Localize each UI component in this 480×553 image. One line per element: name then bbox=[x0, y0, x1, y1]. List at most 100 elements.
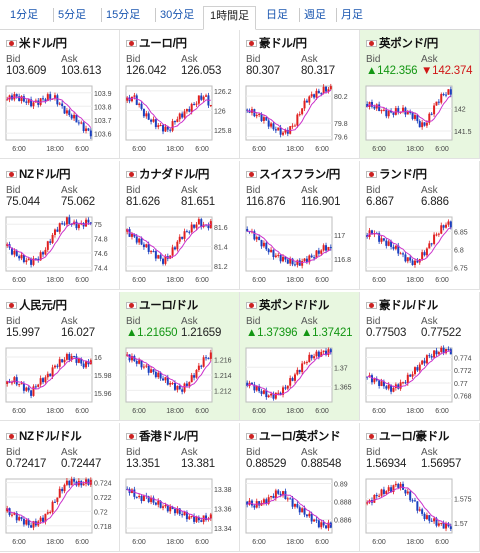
mini-chart[interactable]: 0.724 0.722 0.72 0.718 6:00 18:00 6:00 bbox=[0, 473, 120, 548]
tab-monthly[interactable]: 月足 bbox=[341, 9, 363, 21]
mini-chart[interactable]: 1.37 1.365 6:00 18:00 6:00 bbox=[240, 342, 360, 417]
mini-chart[interactable]: 80.2 79.8 79.6 6:00 18:00 6:00 bbox=[240, 80, 360, 155]
rate-cell[interactable]: 人民元/円 Bid Ask 15.997 16.027 16 15.98 15.96 6:00 1… bbox=[0, 292, 120, 421]
candle-body bbox=[89, 130, 92, 137]
ask-label: Ask bbox=[301, 316, 318, 327]
pair-name[interactable]: スイスフラン/円 bbox=[259, 169, 340, 181]
candle-body bbox=[77, 122, 80, 124]
pair-name[interactable]: ランド/円 bbox=[379, 169, 427, 181]
candle-body bbox=[425, 355, 428, 364]
pair-header: 香港ドル/円 bbox=[126, 429, 198, 443]
rate-cell[interactable]: NZドル/ドル Bid Ask 0.72417 0.72447 0.724 0.722 0.7… bbox=[0, 423, 120, 552]
tab-daily[interactable]: 日足 bbox=[266, 9, 288, 21]
x-tick-label: 18:00 bbox=[46, 539, 64, 546]
candle-body bbox=[310, 255, 313, 258]
candle-body bbox=[430, 520, 433, 522]
pair-name[interactable]: 米ドル/円 bbox=[19, 38, 67, 50]
tab-30min[interactable]: 30分足 bbox=[160, 9, 195, 21]
pair-name[interactable]: ユーロ/ドル bbox=[139, 300, 198, 312]
mini-chart[interactable]: 142 141.5 6:00 18:00 6:00 bbox=[360, 80, 480, 155]
pair-name[interactable]: 人民元/円 bbox=[19, 300, 67, 312]
tab-15min[interactable]: 15分足 bbox=[106, 9, 141, 21]
pair-name[interactable]: 香港ドル/円 bbox=[139, 431, 198, 443]
mini-chart[interactable]: 0.774 0.772 0.77 0.768 6:00 18:00 6:00 bbox=[360, 342, 480, 417]
candle-body bbox=[265, 117, 268, 121]
plot-area bbox=[365, 347, 453, 403]
candle-body bbox=[77, 224, 80, 229]
moving-average-line bbox=[126, 488, 212, 520]
candle-body bbox=[190, 375, 193, 383]
pair-name[interactable]: 英ポンド/ドル bbox=[259, 300, 330, 312]
mini-chart[interactable]: 75 74.8 74.6 74.4 6:00 18:00 6:00 bbox=[0, 211, 120, 286]
rate-cell[interactable]: 香港ドル/円 Bid Ask 13.351 13.381 13.38 13.36 13.34 6… bbox=[120, 423, 240, 552]
rate-cell[interactable]: 豪ドル/円 Bid Ask 80.307 80.317 80.2 79.8 79.6 6:00 1… bbox=[240, 30, 360, 159]
tab-5min[interactable]: 5分足 bbox=[58, 9, 87, 21]
y-tick-label: 81.4 bbox=[214, 244, 228, 251]
tab-weekly[interactable]: 週足 bbox=[304, 9, 326, 21]
candle-body bbox=[18, 384, 21, 386]
mini-chart[interactable]: 13.38 13.36 13.34 6:00 18:00 6:00 bbox=[120, 473, 240, 548]
rate-cell[interactable]: スイスフラン/円 Bid Ask 116.876 116.901 117 116.8 6:00… bbox=[240, 161, 360, 290]
candle-body bbox=[15, 94, 18, 97]
x-tick-label: 6:00 bbox=[315, 539, 329, 546]
mini-chart[interactable]: 16 15.98 15.96 6:00 18:00 6:00 bbox=[0, 342, 120, 417]
candle-body bbox=[440, 225, 443, 234]
candle-body bbox=[18, 256, 21, 259]
candle-body bbox=[46, 512, 49, 514]
candle-body bbox=[289, 498, 292, 500]
pair-name[interactable]: ユーロ/円 bbox=[139, 38, 187, 50]
candle-body bbox=[171, 247, 174, 256]
rate-cell[interactable]: 米ドル/円 Bid Ask 103.609 103.613 103.9 103.8 103.7… bbox=[0, 30, 120, 159]
rate-cell[interactable]: NZドル/円 Bid Ask 75.044 75.062 75 74.8 74.6 74.4 6:… bbox=[0, 161, 120, 290]
candle-body bbox=[185, 383, 188, 386]
mini-chart[interactable]: 1.575 1.57 6:00 18:00 6:00 bbox=[360, 473, 480, 548]
pair-name[interactable]: 英ポンド/円 bbox=[379, 38, 438, 50]
candle-body bbox=[315, 519, 318, 521]
y-tick-label: 117 bbox=[334, 233, 345, 240]
candle-body bbox=[176, 385, 179, 390]
candle-body bbox=[392, 485, 395, 492]
pair-name[interactable]: ユーロ/英ポンド bbox=[259, 431, 341, 443]
rate-cell[interactable]: 英ポンド/円 Bid Ask ▲142.356 ▼142.374 142 141.5 6:00… bbox=[360, 30, 480, 159]
plot-area bbox=[365, 216, 453, 272]
rate-cell[interactable]: カナダドル/円 Bid Ask 81.626 81.651 81.6 81.4 81.2 6:0… bbox=[120, 161, 240, 290]
candle-body bbox=[265, 499, 268, 504]
candle-body bbox=[289, 378, 292, 386]
candle-body bbox=[399, 483, 402, 488]
candle-body bbox=[390, 384, 393, 392]
candle-body bbox=[126, 97, 129, 101]
rate-cell[interactable]: ユーロ/豪ドル Bid Ask 1.56934 1.56957 1.575 1.57 6:00… bbox=[360, 423, 480, 552]
mini-chart[interactable]: 103.9 103.8 103.7 103.6 6:00 18:00 6:00 bbox=[0, 80, 120, 155]
candle-body bbox=[375, 378, 378, 381]
mini-chart[interactable]: 81.6 81.4 81.2 6:00 18:00 6:00 bbox=[120, 211, 240, 286]
pair-name[interactable]: カナダドル/円 bbox=[139, 169, 210, 181]
candle-body bbox=[267, 120, 270, 127]
y-tick-label: 75 bbox=[94, 222, 102, 229]
tab-1hour[interactable]: 1時間足 bbox=[203, 6, 257, 30]
candle-body bbox=[404, 382, 407, 384]
candle-body bbox=[147, 365, 150, 373]
candle-body bbox=[169, 382, 172, 385]
mini-chart[interactable]: 0.89 0.888 0.886 6:00 18:00 6:00 bbox=[240, 473, 360, 548]
pair-name[interactable]: NZドル/ドル bbox=[19, 431, 82, 443]
rate-cell[interactable]: ユーロ/円 Bid Ask 126.042 126.053 126.2 126 125.8 6:… bbox=[120, 30, 240, 159]
candle-body bbox=[159, 372, 162, 379]
rate-cell[interactable]: 豪ドル/ドル Bid Ask 0.77503 0.77522 0.774 0.772 0.77… bbox=[360, 292, 480, 421]
rate-cell[interactable]: ユーロ/ドル Bid Ask ▲1.21650 1.21659 1.216 1.214 1.2… bbox=[120, 292, 240, 421]
candle-body bbox=[140, 495, 143, 502]
pair-header: NZドル/円 bbox=[6, 167, 71, 181]
rate-cell[interactable]: 英ポンド/ドル Bid Ask ▲1.37396 ▲1.37421 1.37 1.365 6:… bbox=[240, 292, 360, 421]
pair-name[interactable]: 豪ドル/円 bbox=[259, 38, 307, 50]
pair-name[interactable]: 豪ドル/ドル bbox=[379, 300, 438, 312]
rate-cell[interactable]: ユーロ/英ポンド Bid Ask 0.88529 0.88548 0.89 0.888 0.8… bbox=[240, 423, 360, 552]
pair-name[interactable]: NZドル/円 bbox=[19, 169, 71, 181]
pair-name[interactable]: ユーロ/豪ドル bbox=[379, 431, 450, 443]
mini-chart[interactable]: 1.216 1.214 1.212 6:00 18:00 6:00 bbox=[120, 342, 240, 417]
rate-cell[interactable]: ランド/円 Bid Ask 6.867 6.886 6.85 6.8 6.75 6:00 18:0… bbox=[360, 161, 480, 290]
tab-1min[interactable]: 1分足 bbox=[10, 9, 39, 21]
candle-body bbox=[430, 113, 433, 115]
mini-chart[interactable]: 117 116.8 6:00 18:00 6:00 bbox=[240, 211, 360, 286]
candle-body bbox=[70, 356, 73, 360]
mini-chart[interactable]: 126.2 126 125.8 6:00 18:00 6:00 bbox=[120, 80, 240, 155]
mini-chart[interactable]: 6.85 6.8 6.75 6:00 18:00 6:00 bbox=[360, 211, 480, 286]
